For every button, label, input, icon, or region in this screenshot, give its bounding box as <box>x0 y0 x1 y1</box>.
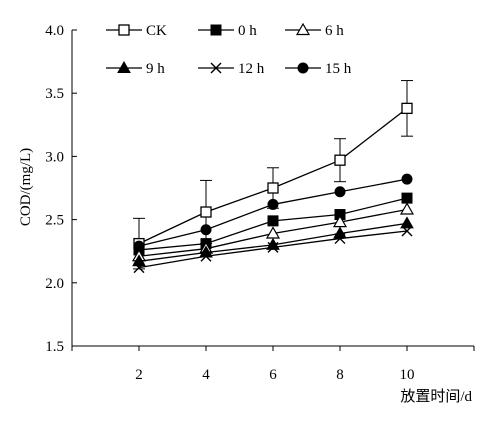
data-point-15h <box>401 173 413 185</box>
y-tick-label: 3.0 <box>45 149 64 165</box>
data-point-9h <box>400 216 414 229</box>
y-tick-label: 1.5 <box>45 339 64 355</box>
legend-item-9h: 9 h <box>106 60 165 77</box>
x-marker-stroke <box>401 225 413 237</box>
x-marker-stroke <box>200 250 212 262</box>
legend-label: 6 h <box>325 23 344 39</box>
legend-item-0h: 0 h <box>198 23 257 39</box>
axes: 1.5 2.0 2.5 3.0 3.5 4.0 2 4 6 8 10 <box>45 23 475 383</box>
data-point-12h <box>200 250 212 262</box>
x-tick-label: 8 <box>336 367 344 383</box>
series-6h <box>131 202 415 262</box>
legend-label: CK <box>146 23 167 39</box>
y-tick-label: 2.0 <box>45 276 64 292</box>
legend-label: 15 h <box>325 61 352 77</box>
series-layer <box>131 102 415 274</box>
legend-marker <box>295 22 311 36</box>
legend-label: 0 h <box>238 23 257 39</box>
legend-item-6h: 6 h <box>285 22 344 39</box>
legend: CK 0 h 6 h 9 h 12 h 15 h <box>106 22 352 77</box>
x-marker-stroke <box>210 62 222 74</box>
data-point-ck <box>334 154 346 166</box>
x-marker-stroke <box>267 241 279 253</box>
series-ck <box>133 102 413 250</box>
series-12h <box>133 225 413 274</box>
x-axis-label: 放置时间/d <box>400 388 472 405</box>
data-point-15h <box>133 240 145 252</box>
data-point-0h <box>401 192 413 204</box>
series-15h <box>133 173 413 252</box>
x-tick-label: 2 <box>135 367 143 383</box>
legend-marker <box>297 62 309 74</box>
x-tick-label: 10 <box>400 367 415 383</box>
data-point-6h <box>399 202 415 215</box>
data-point-12h <box>133 262 145 274</box>
legend-item-ck: CK <box>106 23 167 39</box>
y-tick-label: 4.0 <box>45 23 64 39</box>
x-marker-stroke <box>133 262 145 274</box>
data-point-0h <box>267 215 279 227</box>
legend-label: 9 h <box>146 61 165 77</box>
data-point-15h <box>334 186 346 198</box>
legend-label: 12 h <box>238 61 265 77</box>
legend-marker <box>210 62 222 74</box>
x-marker-stroke <box>334 233 346 245</box>
y-axis-label: COD/(mg/L) <box>18 148 34 226</box>
y-tick-label: 2.5 <box>45 213 64 229</box>
x-tick-label: 4 <box>202 367 210 383</box>
legend-marker <box>118 24 130 36</box>
x-tick-label: 6 <box>269 367 277 383</box>
error-bars <box>133 80 413 270</box>
data-point-ck <box>267 182 279 194</box>
data-point-12h <box>401 225 413 237</box>
data-point-15h <box>267 198 279 210</box>
data-point-12h <box>267 241 279 253</box>
data-point-ck <box>200 206 212 218</box>
legend-item-15h: 15 h <box>285 61 352 77</box>
y-tick-label: 3.5 <box>45 86 64 102</box>
data-point-12h <box>334 233 346 245</box>
data-point-ck <box>401 102 413 115</box>
legend-item-12h: 12 h <box>198 61 265 77</box>
legend-marker <box>117 60 131 73</box>
data-point-15h <box>200 224 212 236</box>
legend-marker <box>210 24 222 36</box>
data-point-9h <box>132 254 146 267</box>
